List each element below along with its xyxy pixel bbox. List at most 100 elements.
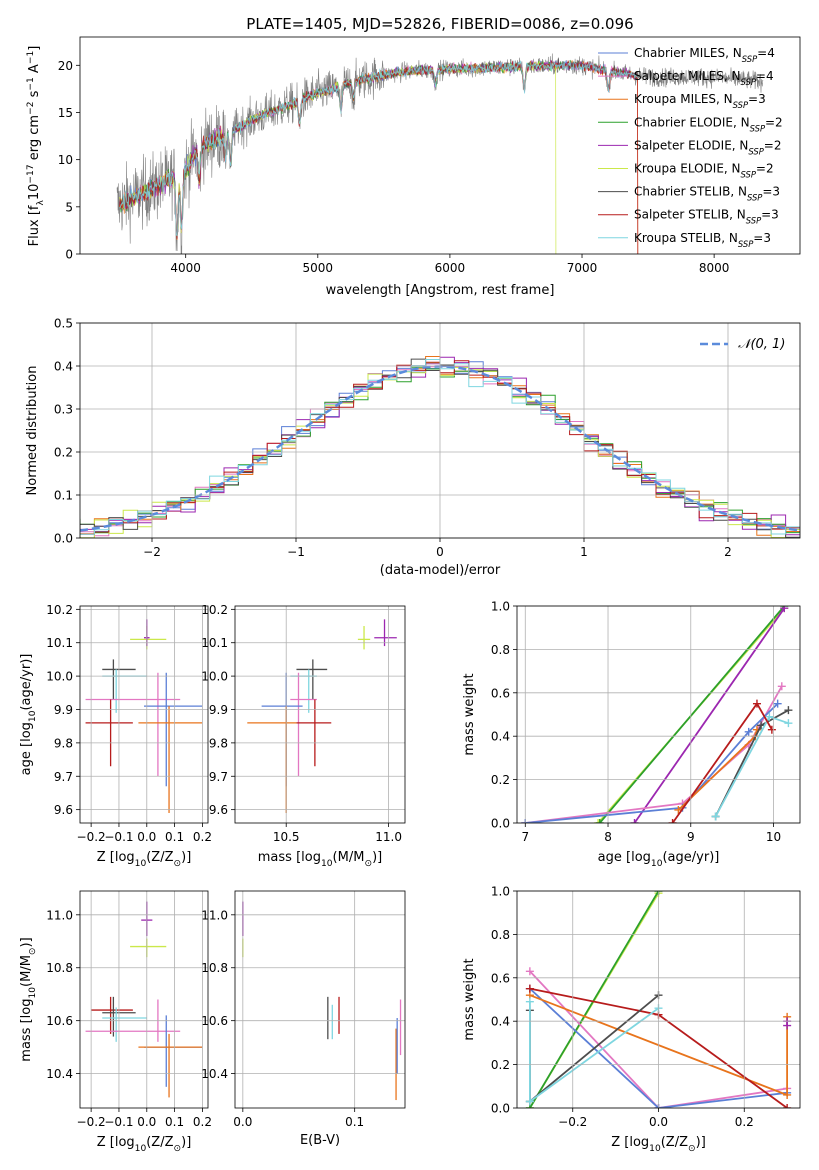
legend-text: =3 (762, 185, 780, 199)
y-axis-label-part: s (27, 90, 42, 101)
legend-sub: SSP (738, 239, 754, 249)
errorbar-salpeter-miles (290, 672, 317, 777)
x-tick-label: 0.1 (345, 1115, 364, 1129)
y-tick-label: 0.8 (491, 928, 510, 942)
x-axis-label-part: ⊙ (174, 1144, 182, 1154)
x-tick-label: 7 (521, 830, 529, 844)
legend-text: Chabrier STELIB, N (634, 185, 747, 199)
y-axis-label: mass weight (462, 673, 477, 755)
y-axis-label-part: (age/yr)] (19, 654, 34, 711)
panel-age-vs-Z: −0.2−0.1 0.0 0.1 0.2 9.6 9.7 9.8 9.9 10.0 10.1 10.… (19, 603, 212, 869)
weight-marker (765, 712, 774, 721)
y-tick-label: 10.8 (46, 961, 73, 975)
legend-text: =4 (756, 69, 774, 83)
x-tick-label: −0.1 (104, 830, 133, 844)
x-axis-label-part: )] (696, 1135, 706, 1150)
data-spectrum-line (116, 53, 764, 254)
x-tick-label: 4000 (170, 261, 201, 275)
y-axis-label-part: λ (36, 200, 46, 206)
weight-marker (752, 699, 761, 708)
weight-marker (525, 984, 534, 993)
y-tick-label: 5 (65, 200, 73, 214)
legend-sub: SSP (750, 123, 766, 133)
legend-text: Salpeter MILES, N (634, 69, 741, 83)
weight-marker (594, 819, 603, 823)
legend-text: =2 (764, 138, 782, 152)
y-tick-label: 20 (58, 59, 73, 73)
x-axis-label-part: Z [log (611, 1135, 649, 1150)
y-axis-label-part: 10 (28, 710, 38, 722)
x-axis-label-part: )] (372, 850, 382, 865)
x-axis-label: Z [log10(Z/Z⊙)] (611, 1135, 706, 1154)
legend-text: =2 (756, 162, 774, 176)
legend-entry: Chabrier ELODIE, NSSP=2 (634, 115, 783, 133)
weight-marker (744, 727, 753, 736)
y-tick-label: 9.7 (209, 770, 228, 784)
legend-sub: SSP (747, 193, 763, 203)
weight-marker (630, 819, 639, 823)
x-axis-label-part: ⊙ (688, 1144, 696, 1154)
y-axis-label: age [log10(age/yr)] (19, 654, 38, 776)
errorbar-kroupa-miles (138, 1033, 203, 1098)
y-axis-label-part: erg cm (27, 115, 42, 164)
legend-text: Kroupa STELIB, N (634, 231, 738, 245)
x-axis-label-part: Z [log (97, 850, 135, 865)
y-axis-label-part: mass [log (19, 999, 34, 1062)
weight-marker (767, 725, 776, 734)
weight-marker (525, 1097, 534, 1106)
y-tick-label: 1.0 (491, 600, 510, 614)
y-tick-label: 9.6 (54, 803, 73, 817)
x-tick-label: 1 (580, 545, 588, 559)
legend-text: Salpeter ELODIE, N (634, 138, 748, 152)
x-tick-label: 0.2 (735, 1115, 754, 1129)
x-tick-label: −2 (143, 545, 161, 559)
y-axis-label-part: 10 (28, 987, 38, 999)
y-axis-label: Flux [fλ10−17 erg cm−2 s−1 A−1] (26, 46, 46, 247)
y-tick-label: 10.2 (201, 603, 228, 617)
x-axis-label-part: 10 (321, 859, 333, 869)
y-tick-label: 0.2 (491, 1058, 510, 1072)
y-tick-label: 10.6 (46, 1014, 73, 1028)
plot-area (521, 606, 793, 823)
y-tick-label: 10.0 (46, 670, 73, 684)
weight-marker (525, 967, 534, 976)
errorbar-salpeter-stelib (296, 699, 332, 767)
y-tick-label: 0.8 (491, 643, 510, 657)
y-axis-label: mass weight (462, 958, 477, 1040)
axes-frame (516, 890, 801, 1109)
weight-marker (777, 682, 786, 691)
x-tick-label: 5000 (303, 261, 334, 275)
y-axis-label-part: −1 (26, 77, 36, 90)
legend-sub: SSP (741, 170, 757, 180)
weight-marker (783, 1104, 792, 1108)
x-tick-label: 0.0 (649, 1115, 668, 1129)
y-tick-label: 0.4 (54, 360, 73, 374)
y-tick-label: 9.6 (209, 803, 228, 817)
y-tick-label: 10.1 (46, 636, 73, 650)
x-tick-label: 0.2 (193, 830, 212, 844)
y-axis-label-part: age [log (19, 722, 34, 775)
panel-spectrum: 4000 5000 6000 7000 8000 0 5 10 15 20 Chabrier MIL… (26, 36, 801, 298)
y-tick-label: 11.0 (201, 908, 228, 922)
y-tick-label: 0.6 (491, 686, 510, 700)
x-tick-label: −1 (287, 545, 305, 559)
axes-frame (79, 605, 209, 824)
x-tick-label: −0.1 (104, 1115, 133, 1129)
x-tick-label: 0.2 (193, 1115, 212, 1129)
x-tick-label: 0 (436, 545, 444, 559)
x-axis-label-part: age [log (598, 850, 651, 865)
x-tick-label: 10 (766, 830, 781, 844)
y-axis-label-part: −17 (26, 164, 36, 183)
legend-text: =3 (748, 92, 766, 106)
legend-sub: SSP (742, 54, 758, 64)
legend-text: Salpeter STELIB, N (634, 208, 746, 222)
y-axis-label-part: A (27, 64, 42, 77)
legend-entry: Kroupa ELODIE, NSSP=2 (634, 162, 774, 180)
axes-frame (79, 36, 801, 255)
x-tick-label: −0.2 (558, 1115, 587, 1129)
x-axis-label-part: 10 (649, 1144, 661, 1154)
x-axis-label: Z [log10(Z/Z⊙)] (97, 850, 192, 869)
y-tick-label: 0 (65, 248, 73, 262)
